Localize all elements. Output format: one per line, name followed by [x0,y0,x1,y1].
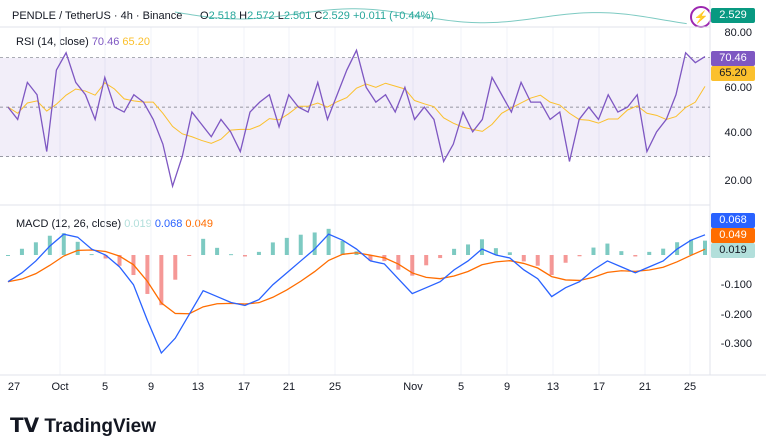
histogram-bar [145,255,150,294]
macd-signal-value: 0.049 [185,218,213,230]
x-tick-label: 25 [683,381,697,393]
rsi-tick: 40.00 [724,127,752,139]
macd-legend: MACD (12, 26, close) 0.019 0.068 0.049 [16,218,213,230]
histogram-bar [19,248,24,255]
price-line [174,8,687,25]
x-tick-label: 25 [328,381,342,393]
histogram-bar [549,255,554,275]
rsi-tick: 60.00 [724,82,752,94]
histogram-bar [89,254,94,256]
histogram-bar [61,233,66,255]
histogram-bar [270,242,275,255]
rsi-signal-value: 65.20 [122,36,150,48]
histogram-bar [284,237,289,255]
rsi-tick: 20.00 [724,175,752,187]
macd-signal-line [7,248,706,315]
histogram-bar [703,240,707,255]
histogram-bar [75,241,80,255]
x-tick-label: 27 [7,381,21,393]
x-tick-label: 17 [592,381,606,393]
histogram-bar [424,255,429,266]
o-label: O [200,10,209,22]
histogram-bar [215,247,220,255]
x-tick-label: 21 [282,381,296,393]
x-tick-label: 21 [638,381,652,393]
histogram-bar [479,239,484,255]
x-tick-label: Nov [403,381,423,393]
c-label: C [314,10,323,22]
x-tick-label: 13 [546,381,560,393]
histogram-bar [689,239,694,255]
x-tick-label: Oct [51,381,69,393]
hist-value: 0.019 [124,218,152,230]
macd-value: 0.068 [154,218,183,230]
rsi-legend: RSI (14, close) 70.46 65.20 [16,36,150,48]
histogram-bar [6,255,10,256]
histogram-bar [563,255,568,263]
x-tick-label: 17 [237,381,251,393]
rsi-tick: 80.00 [724,27,752,39]
x-tick-label: 9 [147,381,155,393]
histogram-bar [159,255,164,306]
histogram-bar [242,255,247,257]
histogram-bar [438,255,443,259]
histogram-bar [493,248,498,255]
histogram-bar [619,251,624,255]
histogram-bar [340,240,345,255]
h-label: H [239,10,248,22]
histogram-bar [256,251,261,255]
x-tick-label: 5 [101,381,109,393]
hist-tag: 0.019 [711,243,755,258]
histogram-bar [410,255,415,276]
macd-signal-tag: 0.049 [711,228,755,243]
histogram-bar [521,255,526,262]
histogram-bar [396,255,401,270]
macd-tick: -0.100 [720,279,752,291]
brand-name: TradingView [44,416,156,437]
histogram-bar [229,254,234,256]
histogram-bar [605,243,610,255]
rsi-title: RSI (14, close) [16,36,89,48]
histogram-bar [633,255,638,257]
histogram-bar [187,255,192,256]
histogram-bar [368,255,373,261]
macd-title: MACD (12, 26, close) [16,218,122,230]
histogram-bar [33,242,38,255]
histogram-bar [173,255,178,280]
rsi-value: 70.46 [91,36,120,48]
histogram-bar [103,255,108,259]
histogram-bar [298,234,303,255]
histogram-bar [117,255,122,266]
histogram-bar [577,255,582,257]
histogram-bar [647,251,652,255]
rsi-signal-line [7,82,706,144]
macd-tag: 0.068 [711,213,755,228]
histogram-bar [535,255,540,266]
histogram-bar [201,238,206,255]
close-value: 2.529 [322,10,350,22]
rsi-tag: 70.46 [711,51,755,66]
histogram-bar [507,252,512,255]
tradingview-logo[interactable]: 𝗧𝗩 TradingView [10,415,156,437]
macd-tick: -0.300 [720,338,752,350]
rsi-signal-tag: 65.20 [711,66,755,81]
histogram-bar [591,247,596,255]
histogram-bar [661,248,666,255]
macd-line [7,233,706,355]
histogram-bar [312,232,317,255]
histogram-bar [452,248,457,255]
macd-tick: -0.200 [720,309,752,321]
symbol-title: PENDLE / TetherUS · 4h · Binance [12,10,183,22]
change-value: +0.011 (+0.44%) [352,10,435,22]
histogram-bar [326,228,331,255]
x-tick-label: 9 [503,381,511,393]
x-tick-label: 5 [457,381,465,393]
price-tag: 2.529 [711,8,755,23]
x-tick-label: 13 [191,381,205,393]
rsi-line [7,48,706,189]
histogram-bar [466,244,471,255]
